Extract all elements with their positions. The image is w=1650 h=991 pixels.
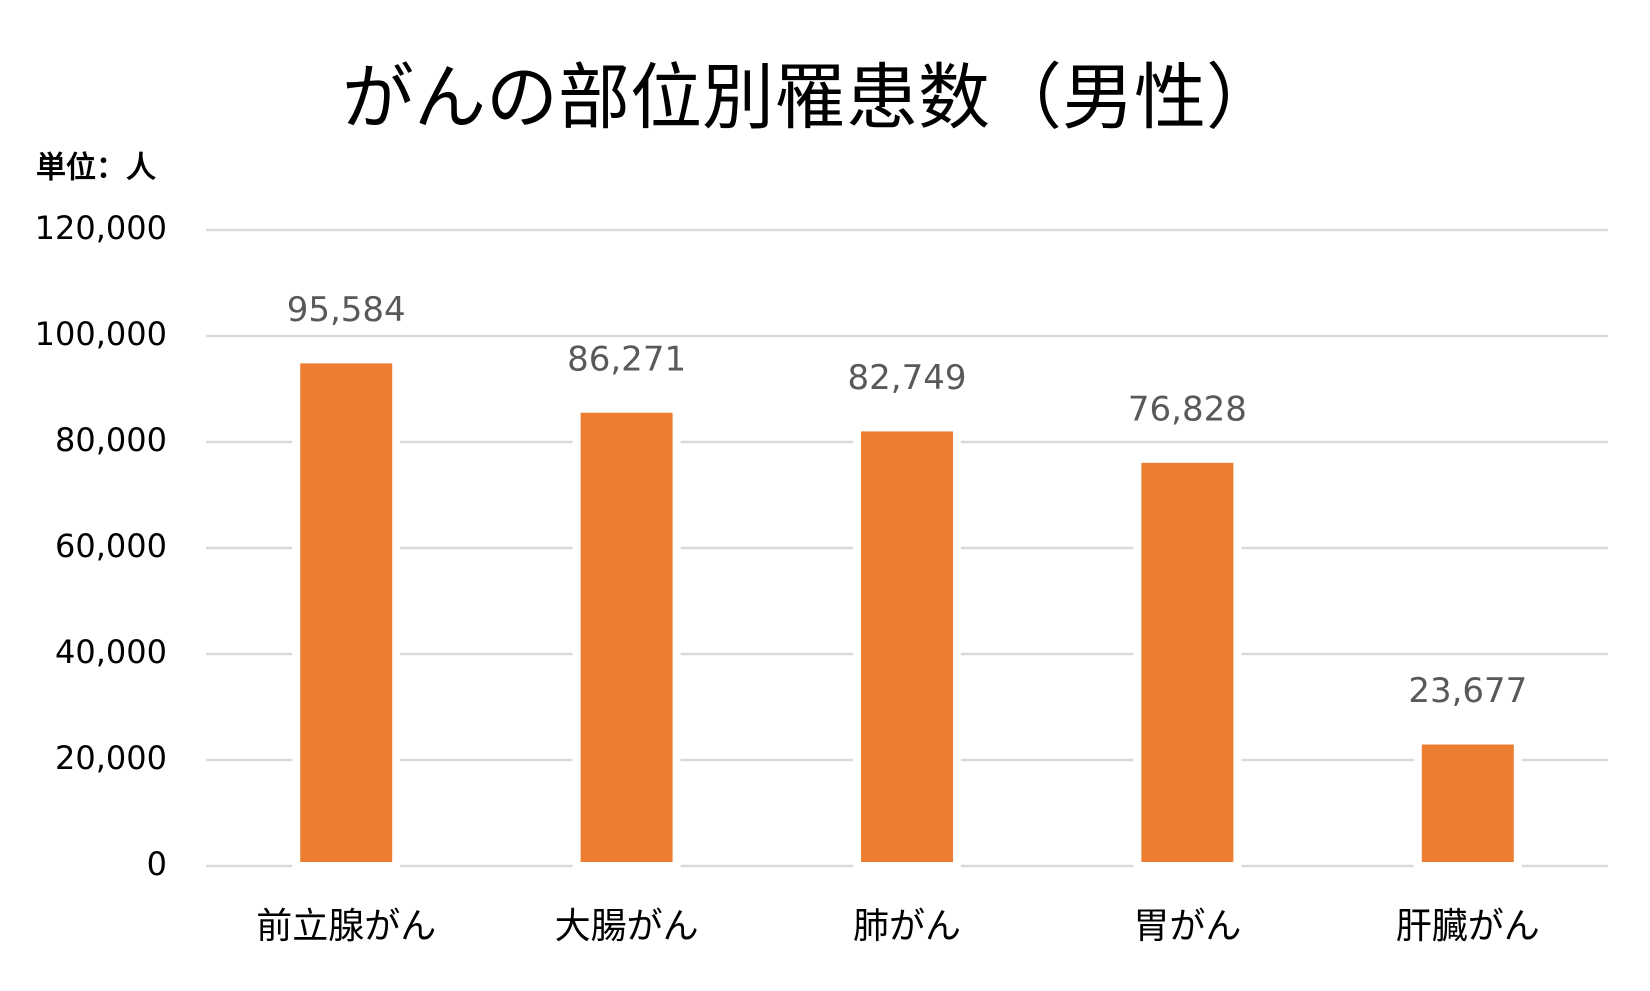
y-tick-label: 80,000 xyxy=(55,421,167,459)
y-tick-label: 60,000 xyxy=(55,527,167,565)
x-tick-label: 胃がん xyxy=(1133,906,1241,947)
x-tick-label: 肝臓がん xyxy=(1396,906,1540,947)
y-tick-label: 0 xyxy=(147,845,167,883)
y-tick-label: 20,000 xyxy=(55,739,167,777)
bar xyxy=(572,404,681,870)
x-tick-label: 前立腺がん xyxy=(256,906,436,947)
value-label: 76,828 xyxy=(1128,389,1247,429)
bar xyxy=(853,423,961,870)
chart-title: がんの部位別罹患数（男性） xyxy=(342,56,1278,140)
value-label: 82,749 xyxy=(848,358,967,398)
bar xyxy=(1133,454,1242,870)
y-tick-label: 120,000 xyxy=(35,209,167,247)
bar xyxy=(292,355,401,870)
x-tick-label: 大腸がん xyxy=(555,906,699,947)
y-tick-label: 100,000 xyxy=(35,315,167,353)
value-label: 95,584 xyxy=(287,290,406,330)
y-unit-label: 単位：人 xyxy=(36,151,156,186)
bar xyxy=(1413,736,1522,870)
value-label: 23,677 xyxy=(1408,671,1527,711)
y-tick-label: 40,000 xyxy=(55,633,167,671)
value-label: 86,271 xyxy=(567,339,686,379)
x-tick-label: 肺がん xyxy=(853,906,961,947)
